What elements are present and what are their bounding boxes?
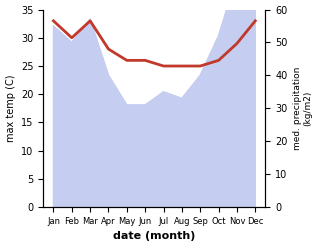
Y-axis label: med. precipitation
(kg/m2): med. precipitation (kg/m2) bbox=[293, 67, 313, 150]
Y-axis label: max temp (C): max temp (C) bbox=[5, 75, 16, 142]
X-axis label: date (month): date (month) bbox=[113, 231, 196, 242]
